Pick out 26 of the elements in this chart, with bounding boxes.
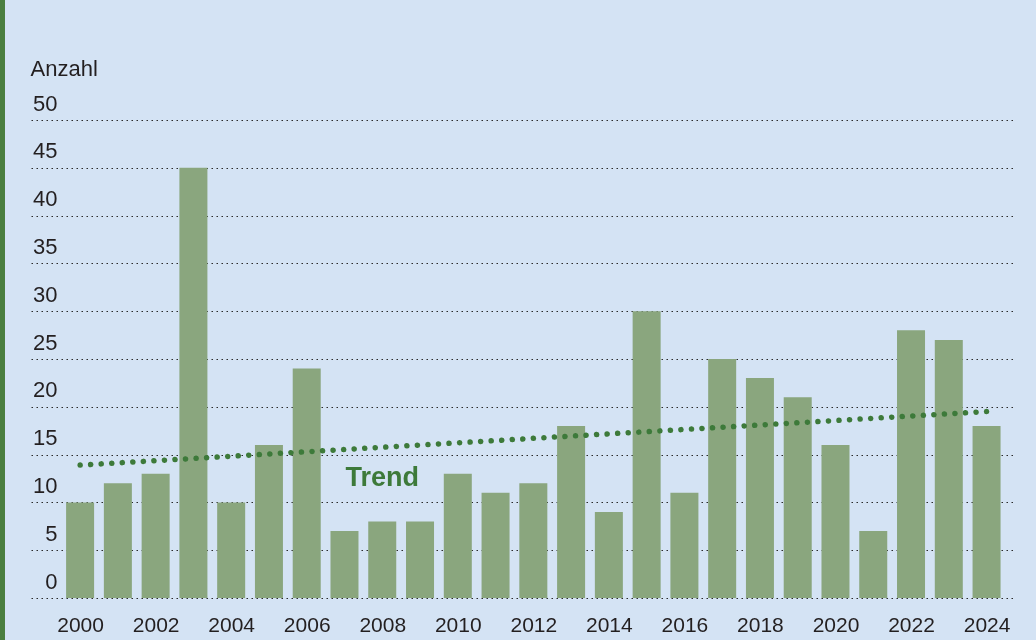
x-tick-label: 2014 <box>586 612 634 636</box>
x-tick-label: 2012 <box>510 612 558 636</box>
x-tick-label: 2024 <box>963 612 1011 636</box>
x-tick-label: 2016 <box>661 612 709 636</box>
y-tick-label: 5 <box>45 520 58 546</box>
y-tick-label: 10 <box>33 472 58 498</box>
x-tick-label: 2018 <box>737 612 784 636</box>
series-label: Trend <box>345 462 420 493</box>
x-tick-label: 2004 <box>208 612 256 636</box>
x-tick-label: 2010 <box>434 612 482 636</box>
y-tick-label: 30 <box>33 281 58 307</box>
y-tick-label: 40 <box>33 186 58 212</box>
y-tick-label: 25 <box>33 329 58 355</box>
x-tick-label: 2008 <box>359 612 407 636</box>
x-tick-label: 2002 <box>132 612 180 636</box>
x-tick-label: 2022 <box>888 612 935 636</box>
y-tick-label: 15 <box>33 425 58 451</box>
x-tick-label: 2006 <box>283 612 331 636</box>
y-tick-label: 0 <box>45 568 58 594</box>
y-tick-label: 45 <box>33 138 58 164</box>
y-tick-label: 35 <box>33 233 58 259</box>
x-tick-label: 2000 <box>57 612 104 636</box>
y-axis-title: Anzahl <box>30 55 98 81</box>
y-tick-label: 50 <box>33 90 58 116</box>
y-tick-label: 20 <box>33 377 58 403</box>
x-tick-label: 2020 <box>812 612 860 636</box>
